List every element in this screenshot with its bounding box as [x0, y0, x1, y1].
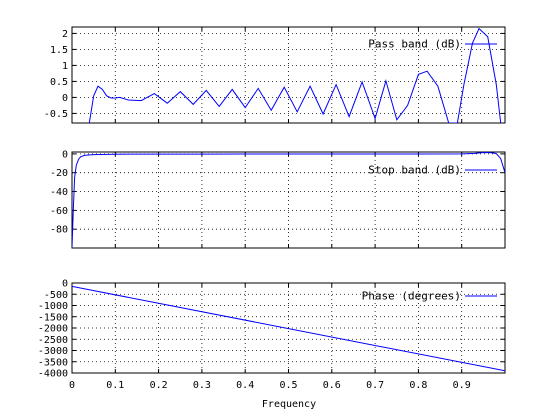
pass-band-legend-label: Pass band (dB): [368, 38, 461, 51]
phase-ytick-label: -2000: [38, 324, 68, 335]
pass-band-series-line: [88, 27, 502, 123]
x-tick-label: 0.3: [193, 380, 211, 391]
stop-band-ytick-label: -80: [50, 225, 68, 236]
stop-band-panel: -80 -60 -40 -20 0 Stop band (dB): [50, 149, 506, 249]
phase-ytick-label: -1000: [38, 301, 68, 312]
stop-band-ytick-label: -60: [50, 206, 68, 217]
x-tick-label: 0.1: [106, 380, 124, 391]
phase-ytick-label: 0: [62, 279, 68, 290]
stop-band-legend-label: Stop band (dB): [368, 164, 461, 177]
phase-ytick-label: -4000: [38, 369, 68, 380]
stop-band-ytick-label: -20: [50, 168, 68, 179]
x-tick-label: 0.6: [323, 380, 341, 391]
phase-ytick-label: -2500: [38, 335, 68, 346]
x-axis-label: Frequency: [262, 399, 316, 410]
stop-band-ytick-label: -40: [50, 187, 68, 198]
stop-band-ytick-label: 0: [62, 149, 68, 160]
phase-ytick-label: -1500: [38, 312, 68, 323]
x-tick-label: 0: [69, 380, 75, 391]
x-tick-label: 0.2: [150, 380, 168, 391]
x-tick-label: 0.8: [409, 380, 427, 391]
pass-band-ytick-label: 1: [62, 61, 68, 72]
phase-ytick-label: -3500: [38, 357, 68, 368]
phase-legend-label: Phase (degrees): [362, 290, 461, 303]
pass-band-ytick-label: 1.5: [50, 45, 68, 56]
phase-ytick-label: -3000: [38, 346, 68, 357]
x-tick-label: 0.5: [279, 380, 297, 391]
phase-series-line: [72, 285, 505, 372]
x-tick-label: 0.4: [236, 380, 254, 391]
pass-band-ytick-label: 2: [62, 29, 68, 40]
pass-band-ytick-label: 0.5: [50, 77, 68, 88]
x-tick-label: 0.7: [366, 380, 384, 391]
x-tick-label: 0.9: [453, 380, 471, 391]
phase-ytick-label: -500: [44, 290, 68, 301]
stop-band-series-line: [72, 152, 505, 248]
phase-panel: 0-500-1000-1500-2000-2500-3000-3500-4000…: [38, 279, 506, 391]
pass-band-ytick-label: -0.5: [44, 109, 68, 120]
pass-band-panel: -0.5 0 0.5 1 1.5 2 Pass band (dB): [44, 26, 506, 124]
pass-band-ytick-label: 0: [62, 93, 68, 104]
